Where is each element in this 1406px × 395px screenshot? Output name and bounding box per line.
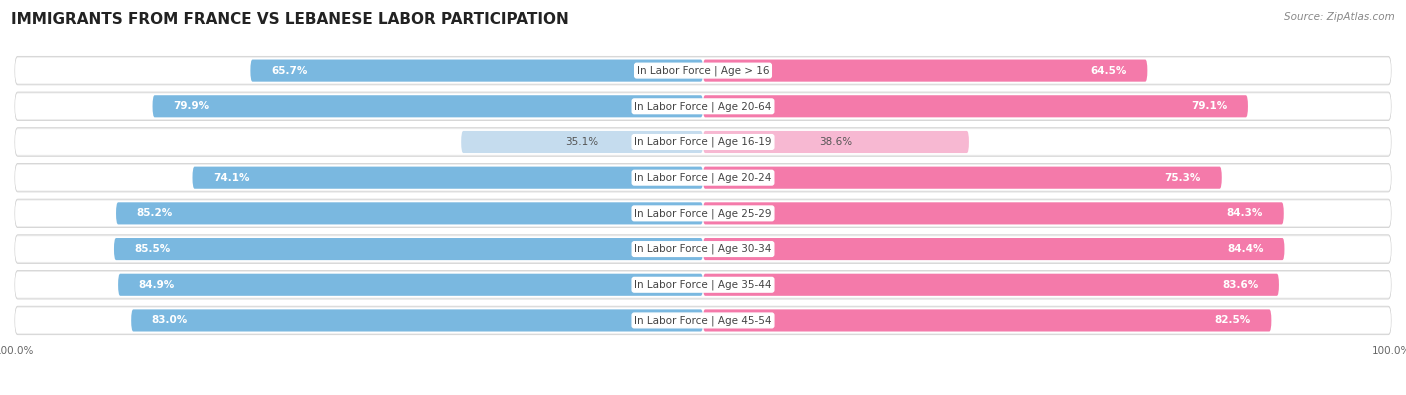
FancyBboxPatch shape xyxy=(703,60,1147,82)
Text: 64.5%: 64.5% xyxy=(1090,66,1126,75)
Text: In Labor Force | Age 25-29: In Labor Force | Age 25-29 xyxy=(634,208,772,218)
FancyBboxPatch shape xyxy=(461,131,703,153)
FancyBboxPatch shape xyxy=(15,165,1391,190)
FancyBboxPatch shape xyxy=(703,131,969,153)
Text: 38.6%: 38.6% xyxy=(820,137,852,147)
Text: 75.3%: 75.3% xyxy=(1164,173,1201,182)
FancyBboxPatch shape xyxy=(703,167,1222,189)
Text: 84.9%: 84.9% xyxy=(139,280,174,290)
FancyBboxPatch shape xyxy=(152,95,703,117)
FancyBboxPatch shape xyxy=(15,235,1391,263)
FancyBboxPatch shape xyxy=(15,129,1391,155)
FancyBboxPatch shape xyxy=(193,167,703,189)
FancyBboxPatch shape xyxy=(15,92,1391,120)
Text: 83.0%: 83.0% xyxy=(152,316,188,325)
Text: IMMIGRANTS FROM FRANCE VS LEBANESE LABOR PARTICIPATION: IMMIGRANTS FROM FRANCE VS LEBANESE LABOR… xyxy=(11,12,569,27)
Text: 85.2%: 85.2% xyxy=(136,209,173,218)
FancyBboxPatch shape xyxy=(131,309,703,331)
Text: 65.7%: 65.7% xyxy=(271,66,308,75)
FancyBboxPatch shape xyxy=(703,95,1249,117)
FancyBboxPatch shape xyxy=(15,128,1391,156)
FancyBboxPatch shape xyxy=(15,236,1391,262)
Text: 35.1%: 35.1% xyxy=(565,137,599,147)
Text: 79.9%: 79.9% xyxy=(173,101,209,111)
Text: 79.1%: 79.1% xyxy=(1191,101,1227,111)
FancyBboxPatch shape xyxy=(15,201,1391,226)
Text: In Labor Force | Age > 16: In Labor Force | Age > 16 xyxy=(637,65,769,76)
FancyBboxPatch shape xyxy=(15,271,1391,299)
FancyBboxPatch shape xyxy=(15,94,1391,119)
FancyBboxPatch shape xyxy=(118,274,703,296)
FancyBboxPatch shape xyxy=(117,202,703,224)
FancyBboxPatch shape xyxy=(15,306,1391,335)
FancyBboxPatch shape xyxy=(15,308,1391,333)
Text: 84.3%: 84.3% xyxy=(1226,209,1263,218)
FancyBboxPatch shape xyxy=(703,202,1284,224)
FancyBboxPatch shape xyxy=(15,58,1391,83)
FancyBboxPatch shape xyxy=(15,199,1391,228)
FancyBboxPatch shape xyxy=(15,272,1391,297)
FancyBboxPatch shape xyxy=(15,164,1391,192)
Text: In Labor Force | Age 35-44: In Labor Force | Age 35-44 xyxy=(634,280,772,290)
Text: 74.1%: 74.1% xyxy=(214,173,250,182)
Text: 84.4%: 84.4% xyxy=(1227,244,1264,254)
FancyBboxPatch shape xyxy=(703,238,1285,260)
FancyBboxPatch shape xyxy=(250,60,703,82)
FancyBboxPatch shape xyxy=(703,274,1279,296)
Text: 82.5%: 82.5% xyxy=(1215,316,1251,325)
Text: Source: ZipAtlas.com: Source: ZipAtlas.com xyxy=(1284,12,1395,22)
FancyBboxPatch shape xyxy=(703,309,1271,331)
FancyBboxPatch shape xyxy=(114,238,703,260)
Text: In Labor Force | Age 30-34: In Labor Force | Age 30-34 xyxy=(634,244,772,254)
Text: 83.6%: 83.6% xyxy=(1222,280,1258,290)
Text: In Labor Force | Age 20-64: In Labor Force | Age 20-64 xyxy=(634,101,772,111)
Text: In Labor Force | Age 20-24: In Labor Force | Age 20-24 xyxy=(634,173,772,183)
Text: 85.5%: 85.5% xyxy=(135,244,172,254)
FancyBboxPatch shape xyxy=(15,56,1391,85)
Text: In Labor Force | Age 16-19: In Labor Force | Age 16-19 xyxy=(634,137,772,147)
Text: In Labor Force | Age 45-54: In Labor Force | Age 45-54 xyxy=(634,315,772,326)
